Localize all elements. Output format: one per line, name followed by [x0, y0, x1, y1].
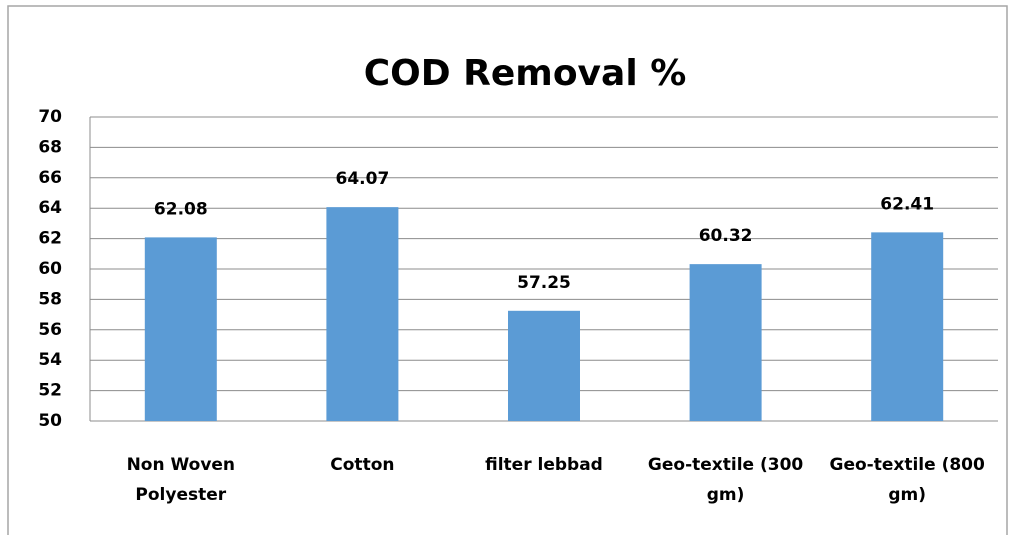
bar — [689, 264, 762, 421]
y-tick-label: 56 — [38, 320, 62, 340]
data-label: 60.32 — [699, 226, 753, 246]
y-tick-label: 54 — [38, 350, 62, 370]
y-tick-label: 68 — [38, 137, 62, 157]
y-tick-label: 64 — [38, 198, 62, 218]
x-tick-label: Geo-textile (800 gm) — [829, 455, 985, 505]
x-tick-label: Cotton — [330, 455, 395, 475]
data-label: 64.07 — [336, 169, 390, 189]
x-tick-label: Non Woven Polyester — [126, 455, 236, 505]
bar — [326, 207, 399, 421]
y-tick-label: 66 — [38, 168, 62, 188]
y-tick-label: 50 — [38, 411, 62, 431]
y-tick-label: 60 — [38, 259, 62, 279]
y-tick-label: 62 — [38, 229, 62, 249]
bar — [508, 310, 580, 421]
y-tick-label: 58 — [38, 289, 62, 309]
bar — [144, 237, 217, 421]
data-label: 62.08 — [154, 199, 208, 219]
y-tick-label: 52 — [38, 381, 62, 401]
chart-border — [7, 5, 1008, 535]
x-tick-label: Geo-textile (300 gm) — [647, 455, 804, 505]
bar — [871, 232, 944, 421]
data-label: 57.25 — [517, 273, 571, 293]
y-tick-label: 70 — [38, 107, 62, 127]
x-tick-label: filter lebbad — [485, 455, 603, 475]
data-label: 62.41 — [880, 194, 934, 214]
chart-title: COD Removal % — [364, 53, 687, 94]
